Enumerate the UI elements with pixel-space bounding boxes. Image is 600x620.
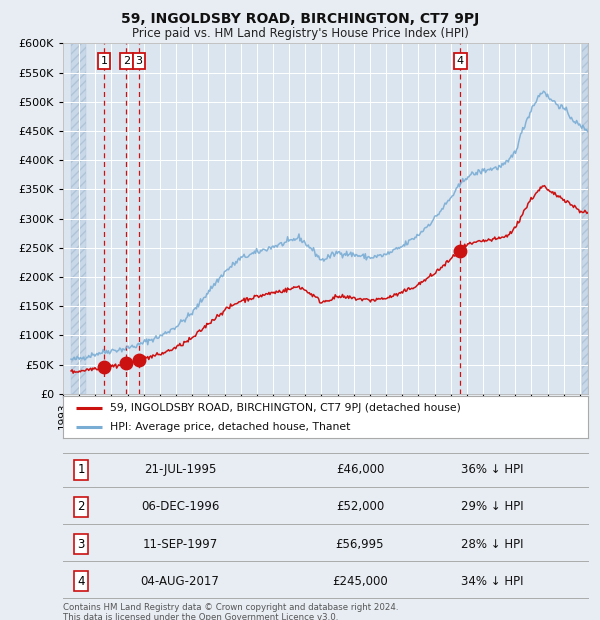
Text: 1: 1 <box>101 56 107 66</box>
Text: £56,995: £56,995 <box>336 538 384 551</box>
Text: Price paid vs. HM Land Registry's House Price Index (HPI): Price paid vs. HM Land Registry's House … <box>131 27 469 40</box>
Text: 2: 2 <box>77 500 85 513</box>
Text: 04-AUG-2017: 04-AUG-2017 <box>140 575 220 588</box>
Text: 21-JUL-1995: 21-JUL-1995 <box>144 463 216 476</box>
Bar <box>581 43 588 394</box>
Text: 3: 3 <box>136 56 142 66</box>
Text: 06-DEC-1996: 06-DEC-1996 <box>141 500 219 513</box>
Text: 11-SEP-1997: 11-SEP-1997 <box>142 538 218 551</box>
Text: 4: 4 <box>457 56 464 66</box>
Text: 34% ↓ HPI: 34% ↓ HPI <box>461 575 523 588</box>
Text: 36% ↓ HPI: 36% ↓ HPI <box>461 463 523 476</box>
Text: HPI: Average price, detached house, Thanet: HPI: Average price, detached house, Than… <box>110 422 350 432</box>
Text: £52,000: £52,000 <box>336 500 384 513</box>
Text: 29% ↓ HPI: 29% ↓ HPI <box>461 500 523 513</box>
Text: 4: 4 <box>77 575 85 588</box>
Bar <box>71 43 86 394</box>
Text: 59, INGOLDSBY ROAD, BIRCHINGTON, CT7 9PJ: 59, INGOLDSBY ROAD, BIRCHINGTON, CT7 9PJ <box>121 12 479 27</box>
Text: 1: 1 <box>77 463 85 476</box>
Text: 3: 3 <box>77 538 85 551</box>
Text: 59, INGOLDSBY ROAD, BIRCHINGTON, CT7 9PJ (detached house): 59, INGOLDSBY ROAD, BIRCHINGTON, CT7 9PJ… <box>110 402 461 412</box>
Text: £46,000: £46,000 <box>336 463 384 476</box>
Text: £245,000: £245,000 <box>332 575 388 588</box>
Text: 28% ↓ HPI: 28% ↓ HPI <box>461 538 523 551</box>
Text: 2: 2 <box>123 56 130 66</box>
Text: Contains HM Land Registry data © Crown copyright and database right 2024.
This d: Contains HM Land Registry data © Crown c… <box>63 603 398 620</box>
